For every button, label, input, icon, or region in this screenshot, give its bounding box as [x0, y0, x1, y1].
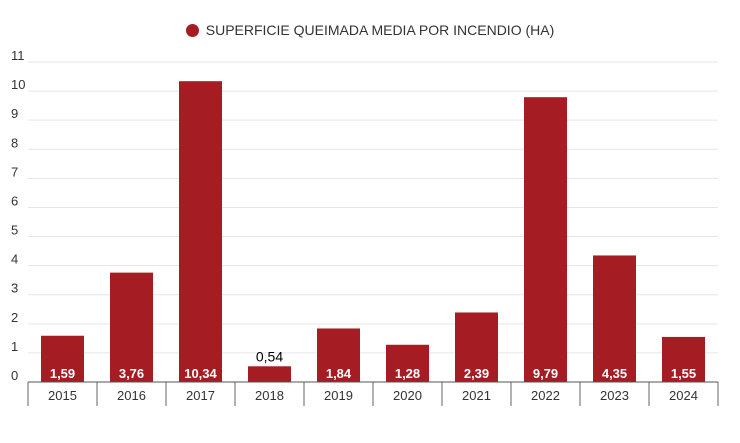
x-tick-label: 2016 — [117, 388, 146, 403]
bar — [248, 366, 291, 382]
x-tick-label: 2021 — [462, 388, 491, 403]
y-tick-label: 3 — [11, 281, 18, 296]
data-label: 1,55 — [671, 366, 696, 381]
x-tick-label: 2017 — [186, 388, 215, 403]
data-label: 0,54 — [256, 348, 283, 364]
y-tick-label: 6 — [11, 193, 18, 208]
y-tick-label: 11 — [11, 48, 25, 63]
x-axis: 2015 2016 2017 2018 2019 2020 2021 2022 2023 2024 — [27, 381, 719, 406]
bar — [524, 97, 567, 382]
data-label: 1,59 — [50, 366, 75, 381]
data-label: 9,79 — [533, 366, 558, 381]
bar — [179, 81, 222, 382]
y-tick-label: 4 — [11, 252, 18, 267]
data-label: 3,76 — [119, 366, 144, 381]
y-tick-label: 10 — [11, 77, 25, 92]
bar — [455, 312, 498, 382]
data-label: 2,39 — [464, 366, 489, 381]
y-tick-label: 0 — [11, 368, 18, 383]
bars: 1,59 3,76 10,34 0,54 1,84 1,28 2,39 9,79 4,35 1,5… — [41, 81, 705, 382]
y-tick-label: 1 — [11, 339, 18, 354]
bar — [662, 336, 705, 382]
legend-label: SUPERFICIE QUEIMADA MEDIA POR INCENDIO (… — [205, 22, 555, 38]
data-label: 10,34 — [184, 366, 217, 381]
x-tick-label: 2018 — [255, 388, 284, 403]
x-tick-label: 2019 — [324, 388, 353, 403]
y-axis-ticks: 0 1 2 3 4 5 6 7 8 9 10 11 — [11, 48, 25, 383]
y-tick-label: 5 — [11, 223, 18, 238]
bar — [41, 335, 84, 382]
legend-swatch — [185, 24, 199, 37]
y-tick-label: 8 — [11, 135, 18, 150]
y-tick-label: 7 — [11, 164, 18, 179]
x-tick-label: 2023 — [600, 388, 629, 403]
y-tick-label: 2 — [11, 310, 18, 325]
x-tick-label: 2024 — [669, 388, 698, 403]
x-tick-label: 2022 — [531, 388, 560, 403]
legend: SUPERFICIE QUEIMADA MEDIA POR INCENDIO (… — [0, 22, 740, 38]
data-label: 1,84 — [326, 366, 352, 381]
bar — [110, 272, 153, 382]
y-tick-label: 9 — [11, 106, 18, 121]
data-label: 4,35 — [602, 366, 627, 381]
x-tick-label: 2020 — [393, 388, 422, 403]
data-label: 1,28 — [395, 366, 420, 381]
x-tick-label: 2015 — [48, 388, 77, 403]
bar — [317, 328, 360, 382]
bar — [386, 344, 429, 382]
bar — [593, 255, 636, 382]
